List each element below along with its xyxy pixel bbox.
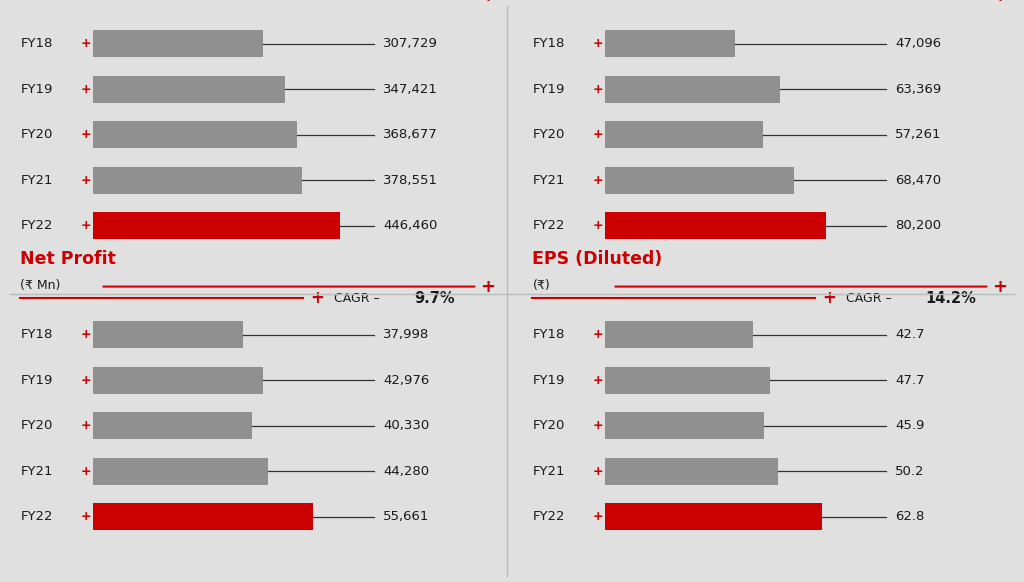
Text: 50.2: 50.2: [895, 465, 925, 478]
Text: (₹ Mn): (₹ Mn): [532, 0, 572, 1]
Text: +: +: [593, 219, 603, 232]
Text: FY20: FY20: [532, 419, 565, 432]
Text: Net Profit: Net Profit: [20, 250, 117, 268]
Text: FY18: FY18: [532, 37, 565, 50]
Text: 68,470: 68,470: [895, 174, 941, 187]
Text: +: +: [81, 465, 91, 478]
Text: +: +: [81, 128, 91, 141]
Text: (₹ Mn): (₹ Mn): [20, 279, 60, 292]
Text: 347,421: 347,421: [383, 83, 438, 96]
Text: FY20: FY20: [532, 128, 565, 141]
Text: +: +: [593, 465, 603, 478]
Text: CAGR –: CAGR –: [334, 292, 383, 304]
Text: +: +: [991, 278, 1007, 296]
Text: FY18: FY18: [532, 328, 565, 341]
Text: FY21: FY21: [532, 465, 565, 478]
Text: (₹ Mn): (₹ Mn): [20, 0, 60, 1]
Text: +: +: [593, 128, 603, 141]
Text: +: +: [81, 374, 91, 387]
Text: +: +: [81, 419, 91, 432]
Text: 62.8: 62.8: [895, 510, 925, 523]
Text: 45.9: 45.9: [895, 419, 925, 432]
Text: FY21: FY21: [20, 465, 53, 478]
Text: 378,551: 378,551: [383, 174, 438, 187]
Text: 44,280: 44,280: [383, 465, 429, 478]
Text: 9.7%: 9.7%: [414, 290, 455, 306]
Text: FY19: FY19: [532, 374, 565, 387]
Text: 63,369: 63,369: [895, 83, 941, 96]
Text: 47,096: 47,096: [895, 37, 941, 50]
Text: 47.7: 47.7: [895, 374, 925, 387]
Text: FY22: FY22: [532, 510, 565, 523]
Text: EPS (Diluted): EPS (Diluted): [532, 250, 663, 268]
Text: FY18: FY18: [20, 37, 53, 50]
Text: +: +: [822, 580, 836, 582]
Text: +: +: [822, 289, 836, 307]
Text: +: +: [479, 0, 495, 5]
Text: FY19: FY19: [20, 83, 53, 96]
Text: 55,661: 55,661: [383, 510, 429, 523]
Text: 42.7: 42.7: [895, 328, 925, 341]
Text: +: +: [81, 37, 91, 50]
Text: 37,998: 37,998: [383, 328, 429, 341]
Text: 368,677: 368,677: [383, 128, 438, 141]
Text: +: +: [81, 328, 91, 341]
Text: 80,200: 80,200: [895, 219, 941, 232]
Text: +: +: [81, 510, 91, 523]
Text: +: +: [593, 374, 603, 387]
Text: 40,330: 40,330: [383, 419, 429, 432]
Text: (₹): (₹): [532, 279, 550, 292]
Text: +: +: [81, 174, 91, 187]
Text: +: +: [593, 328, 603, 341]
Text: +: +: [593, 510, 603, 523]
Text: FY20: FY20: [20, 128, 53, 141]
Text: +: +: [593, 419, 603, 432]
Text: +: +: [593, 174, 603, 187]
Text: FY21: FY21: [532, 174, 565, 187]
Text: 14.2%: 14.2%: [926, 290, 977, 306]
Text: CAGR –: CAGR –: [846, 292, 895, 304]
Text: FY22: FY22: [20, 219, 53, 232]
Text: 42,976: 42,976: [383, 374, 429, 387]
Text: +: +: [310, 289, 324, 307]
Text: +: +: [479, 278, 495, 296]
Text: +: +: [991, 0, 1007, 5]
Text: FY21: FY21: [20, 174, 53, 187]
Text: FY19: FY19: [532, 83, 565, 96]
Text: FY20: FY20: [20, 419, 53, 432]
Text: 446,460: 446,460: [383, 219, 437, 232]
Text: +: +: [310, 580, 324, 582]
Text: +: +: [81, 219, 91, 232]
Text: +: +: [593, 37, 603, 50]
Text: FY22: FY22: [20, 510, 53, 523]
Text: FY19: FY19: [20, 374, 53, 387]
Text: +: +: [81, 83, 91, 96]
Text: +: +: [593, 83, 603, 96]
Text: 307,729: 307,729: [383, 37, 438, 50]
Text: 57,261: 57,261: [895, 128, 942, 141]
Text: FY22: FY22: [532, 219, 565, 232]
Text: FY18: FY18: [20, 328, 53, 341]
